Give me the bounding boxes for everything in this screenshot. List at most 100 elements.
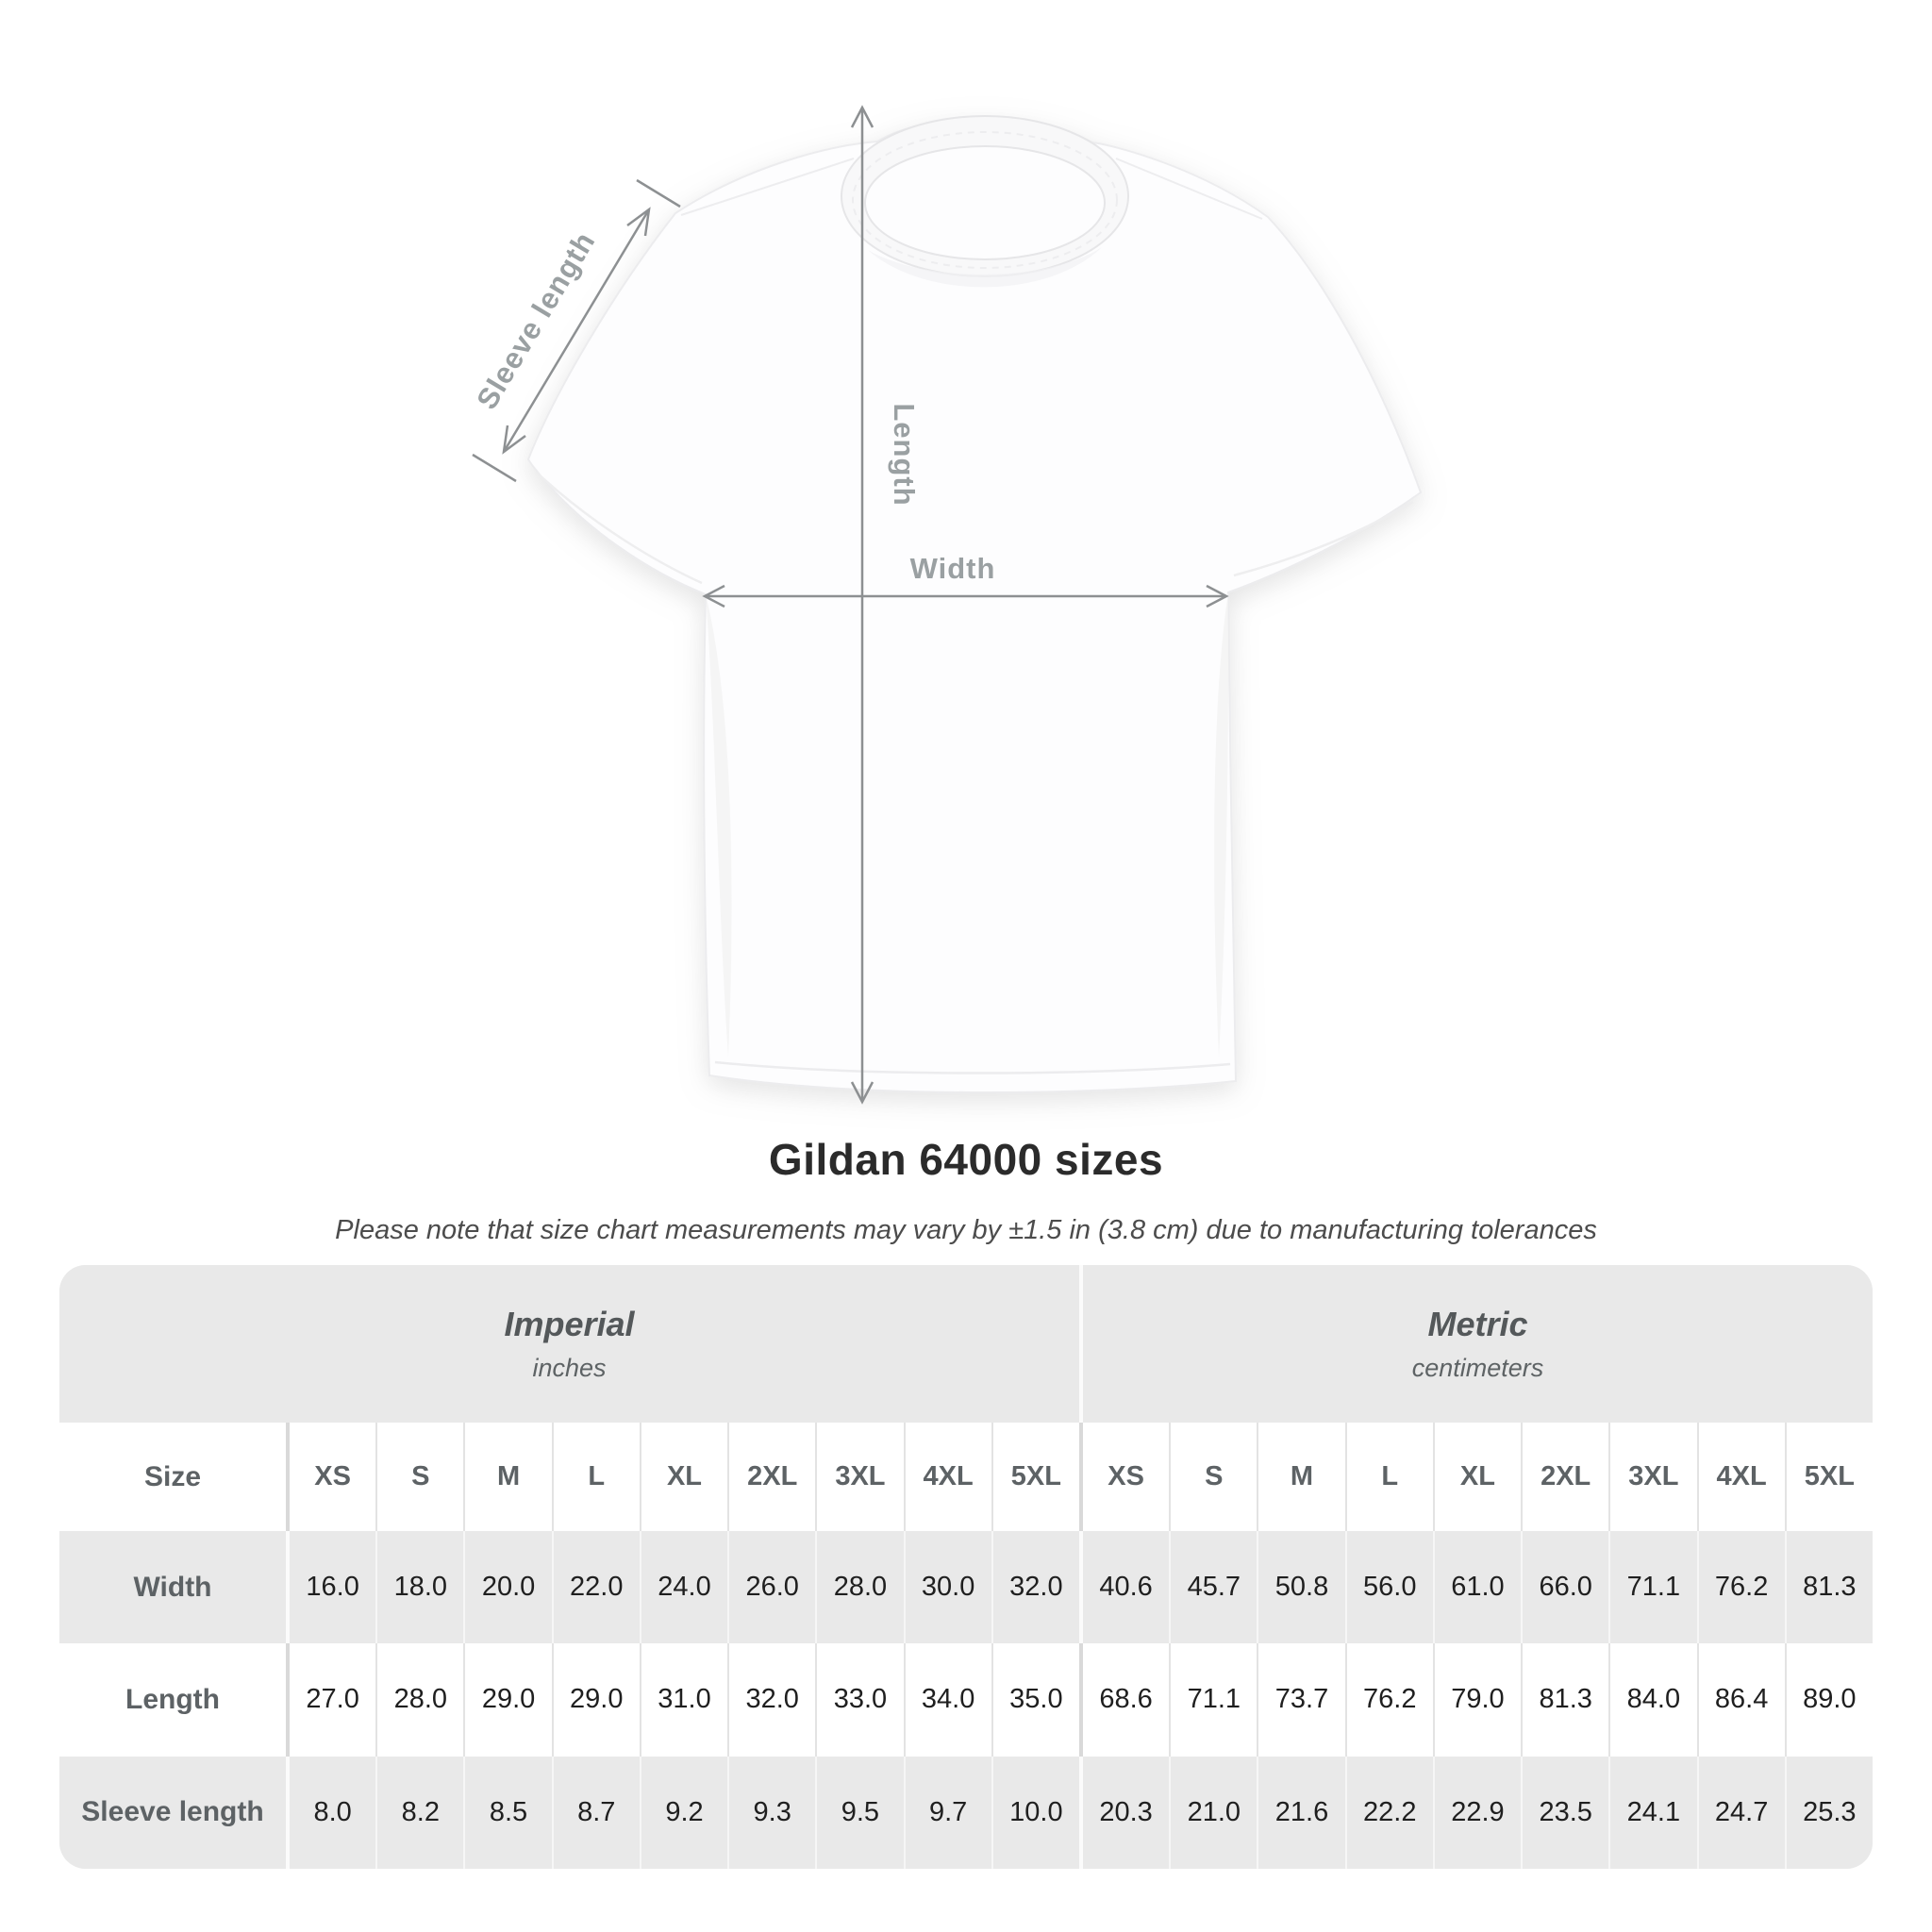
size-column-header: XL <box>639 1423 727 1531</box>
size-column-header: XL <box>1432 1423 1521 1531</box>
right-sleeve-hem <box>1233 500 1414 577</box>
table-row: Length 27.0 28.0 29.0 29.0 31.0 32.0 33.0 34.0 35… <box>59 1643 1873 1757</box>
tshirt-image <box>526 115 1423 1094</box>
right-shoulder-seam <box>1115 158 1263 220</box>
size-column-header: XS <box>286 1423 375 1531</box>
group-header-metric: Metric centimeters <box>1079 1265 1873 1423</box>
value-cell: 29.0 <box>463 1643 551 1757</box>
group-unit-label: centimeters <box>1411 1354 1544 1382</box>
size-column-header: L <box>551 1423 640 1531</box>
tshirt-diagram-svg: Length Width Sleeve length <box>470 105 1423 1105</box>
row-label: Width <box>133 1571 212 1603</box>
value-cell: 81.3 <box>1784 1531 1873 1644</box>
value-cell: 10.0 <box>991 1756 1079 1869</box>
left-shoulder-seam <box>680 158 855 216</box>
value-cell: 9.3 <box>727 1756 815 1869</box>
value-cell: 73.7 <box>1257 1643 1344 1757</box>
size-column-header: 2XL <box>1521 1423 1608 1531</box>
row-label: Length <box>125 1683 220 1715</box>
value-cell: 71.1 <box>1169 1643 1257 1757</box>
value-cell: 20.3 <box>1078 1756 1169 1869</box>
group-unit-label: inches <box>532 1354 607 1382</box>
length-dimension-line <box>850 105 874 1105</box>
value-cell: 24.7 <box>1696 1756 1785 1869</box>
value-cell: 34.0 <box>903 1643 991 1757</box>
value-cell: 23.5 <box>1521 1756 1608 1869</box>
table-row: Width 16.0 18.0 20.0 22.0 24.0 26.0 28.0 30.0 32.… <box>59 1531 1873 1644</box>
value-cell: 33.0 <box>815 1643 903 1757</box>
value-cell: 35.0 <box>991 1643 1079 1757</box>
size-column-header: M <box>1257 1423 1344 1531</box>
value-cell: 21.6 <box>1257 1756 1344 1869</box>
page-title: Gildan 64000 sizes <box>768 1135 1164 1184</box>
value-cell: 56.0 <box>1344 1531 1433 1644</box>
value-cell: 8.2 <box>375 1756 463 1869</box>
value-cell: 16.0 <box>286 1531 375 1644</box>
value-cell: 45.7 <box>1169 1531 1257 1644</box>
left-body-shading <box>706 594 732 1057</box>
row-label: Sleeve length <box>81 1796 264 1828</box>
value-cell: 86.4 <box>1696 1643 1785 1757</box>
value-cell: 28.0 <box>815 1531 903 1644</box>
size-column-header: 3XL <box>1608 1423 1696 1531</box>
value-cell: 9.7 <box>903 1756 991 1869</box>
value-cell: 22.0 <box>551 1531 640 1644</box>
value-cell: 9.5 <box>815 1756 903 1869</box>
width-dimension-label: Width <box>910 552 996 585</box>
left-sleeve-hem <box>535 471 703 585</box>
value-cell: 32.0 <box>727 1643 815 1757</box>
size-column-header: M <box>463 1423 551 1531</box>
value-cell: 8.0 <box>286 1756 375 1869</box>
size-table: Imperial inches Metric centimeters Size XS S M L… <box>59 1265 1873 1869</box>
value-cell: 22.9 <box>1432 1756 1521 1869</box>
value-cell: 79.0 <box>1432 1643 1521 1757</box>
value-cell: 30.0 <box>903 1531 991 1644</box>
value-cell: 76.2 <box>1344 1643 1433 1757</box>
group-name: Imperial <box>504 1305 635 1343</box>
length-dimension-label: Length <box>888 403 921 506</box>
collar-stitching <box>852 131 1118 269</box>
size-column-header: 4XL <box>903 1423 991 1531</box>
right-body-shading <box>1214 592 1229 1057</box>
tshirt-measurement-diagram: Length Width Sleeve length <box>470 105 1423 1105</box>
size-column-header: L <box>1344 1423 1433 1531</box>
value-cell: 9.2 <box>639 1756 727 1869</box>
group-header-imperial: Imperial inches <box>59 1265 1079 1423</box>
size-column-header: S <box>375 1423 463 1531</box>
value-cell: 8.5 <box>463 1756 551 1869</box>
table-group-row: Imperial inches Metric centimeters <box>59 1265 1873 1423</box>
tolerance-note: Please note that size chart measurements… <box>335 1215 1597 1245</box>
width-dimension-line <box>702 584 1229 608</box>
value-cell: 50.8 <box>1257 1531 1344 1644</box>
value-cell: 22.2 <box>1344 1756 1433 1869</box>
value-cell: 24.1 <box>1608 1756 1696 1869</box>
size-column-header: S <box>1169 1423 1257 1531</box>
value-cell: 24.0 <box>639 1531 727 1644</box>
value-cell: 89.0 <box>1784 1643 1873 1757</box>
value-cell: 29.0 <box>551 1643 640 1757</box>
table-row: Sleeve length 8.0 8.2 8.5 8.7 9.2 9.3 9.5 9.7 10.… <box>59 1756 1873 1869</box>
collar <box>840 115 1130 277</box>
value-cell: 18.0 <box>375 1531 463 1644</box>
value-cell: 61.0 <box>1432 1531 1521 1644</box>
value-cell: 20.0 <box>463 1531 551 1644</box>
value-cell: 26.0 <box>727 1531 815 1644</box>
size-column-header: 4XL <box>1696 1423 1785 1531</box>
value-cell: 68.6 <box>1078 1643 1169 1757</box>
corner-size-label: Size <box>143 1460 202 1492</box>
bottom-hem-stitching <box>714 1060 1231 1074</box>
table-header-row: Size XS S M L XL 2XL 3XL 4XL 5XL XS S M L XL 2XL 3XL 4XL 5… <box>59 1423 1873 1531</box>
value-cell: 32.0 <box>991 1531 1079 1644</box>
size-column-header: 2XL <box>727 1423 815 1531</box>
size-column-header: 5XL <box>991 1423 1079 1531</box>
value-cell: 76.2 <box>1696 1531 1785 1644</box>
value-cell: 27.0 <box>286 1643 375 1757</box>
value-cell: 81.3 <box>1521 1643 1608 1757</box>
value-cell: 31.0 <box>639 1643 727 1757</box>
value-cell: 40.6 <box>1078 1531 1169 1644</box>
collar-shading <box>868 247 1102 288</box>
value-cell: 8.7 <box>551 1756 640 1869</box>
value-cell: 21.0 <box>1169 1756 1257 1869</box>
group-name: Metric <box>1427 1305 1528 1343</box>
size-column-header: 5XL <box>1784 1423 1873 1531</box>
